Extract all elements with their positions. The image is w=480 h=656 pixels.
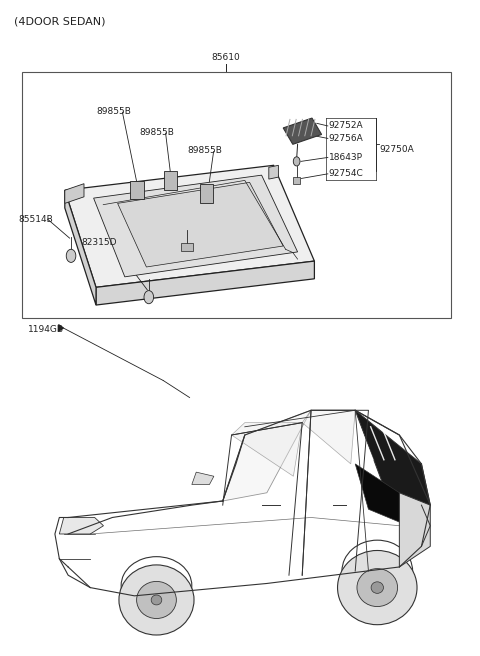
FancyBboxPatch shape: [164, 171, 177, 190]
Polygon shape: [65, 184, 84, 203]
Circle shape: [151, 595, 162, 605]
Circle shape: [144, 291, 154, 304]
Polygon shape: [118, 182, 283, 267]
Circle shape: [371, 582, 384, 594]
Polygon shape: [96, 261, 314, 305]
Bar: [22, 72, 451, 318]
Polygon shape: [59, 325, 63, 331]
FancyBboxPatch shape: [200, 184, 213, 203]
Text: 92752A: 92752A: [329, 121, 363, 131]
Polygon shape: [223, 410, 311, 501]
Text: 82315D: 82315D: [82, 238, 117, 247]
Polygon shape: [65, 165, 314, 287]
Text: 89855B: 89855B: [187, 146, 222, 155]
Polygon shape: [94, 175, 298, 277]
Polygon shape: [60, 518, 104, 534]
FancyBboxPatch shape: [181, 243, 193, 251]
Text: 85610: 85610: [211, 53, 240, 62]
Circle shape: [293, 157, 300, 166]
Text: 92754C: 92754C: [329, 169, 363, 178]
Polygon shape: [269, 165, 278, 179]
FancyBboxPatch shape: [293, 177, 300, 184]
Text: (4DOOR SEDAN): (4DOOR SEDAN): [14, 16, 106, 26]
Circle shape: [337, 550, 417, 625]
Polygon shape: [231, 422, 302, 476]
Polygon shape: [283, 118, 322, 144]
Polygon shape: [192, 472, 214, 485]
Text: 89855B: 89855B: [139, 128, 174, 137]
Circle shape: [137, 581, 176, 619]
Text: 92750A: 92750A: [379, 145, 414, 154]
Text: 85514B: 85514B: [18, 215, 53, 224]
Polygon shape: [302, 410, 355, 464]
Polygon shape: [355, 464, 408, 525]
Polygon shape: [399, 493, 430, 567]
Text: 1194GB: 1194GB: [28, 325, 64, 334]
Text: 89855B: 89855B: [96, 107, 131, 116]
Polygon shape: [355, 410, 430, 505]
Circle shape: [66, 249, 76, 262]
Circle shape: [357, 569, 397, 607]
Text: 92756A: 92756A: [329, 134, 363, 143]
Circle shape: [119, 565, 194, 635]
Text: 18643P: 18643P: [329, 153, 363, 162]
FancyBboxPatch shape: [130, 181, 144, 199]
Polygon shape: [65, 190, 96, 305]
